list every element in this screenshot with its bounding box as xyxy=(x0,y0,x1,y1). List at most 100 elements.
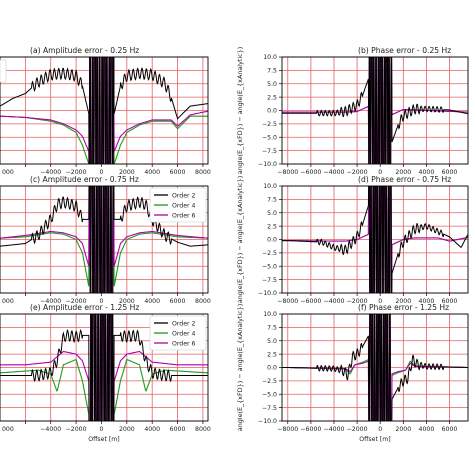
x-tick-label: −4000 xyxy=(324,426,345,433)
x-tick-label: 6000 xyxy=(170,426,186,433)
series-line-order2 xyxy=(0,186,208,293)
x-tick-label: −4000 xyxy=(324,169,345,176)
y-tick-label: 2.5 xyxy=(267,223,277,230)
panel-amp_125: (e) Amplitude error - 1.25 Hz 000 −4000 −20… xyxy=(0,303,211,443)
plot-area xyxy=(0,186,208,293)
x-tick-label: 0 xyxy=(99,426,103,433)
x-tick-label: 0 xyxy=(99,298,103,305)
legend-label-order2: Order 2 xyxy=(172,192,196,199)
y-tick-label: −10.0 xyxy=(258,290,277,297)
y-tick-label: −2.5 xyxy=(262,378,277,385)
panel-title: (f) Phase error - 1.25 Hz xyxy=(358,303,449,312)
series-line-order2 xyxy=(282,57,468,164)
panel-amp_025: (a) Amplitude error - 0.25 Hz 000 −4000 −20… xyxy=(0,46,211,176)
series-line-order6 xyxy=(282,57,468,164)
plot-area xyxy=(282,314,468,421)
y-tick-label: 0.0 xyxy=(267,108,277,115)
y-tick-label: 2.5 xyxy=(267,94,277,101)
series-line-order6 xyxy=(0,314,208,421)
x-tick-label: −8000 xyxy=(277,298,298,305)
legend: Order 2 Order 4 Order 6 xyxy=(149,315,207,351)
y-tick-label: 7.5 xyxy=(267,325,277,332)
x-tick-label: 2000 xyxy=(395,298,411,305)
x-tick-label: 8000 xyxy=(195,426,211,433)
y-tick-label: −5.0 xyxy=(262,134,277,141)
y-tick-label: 10.0 xyxy=(263,54,277,61)
x-tick-label: 6000 xyxy=(442,298,458,305)
y-tick-label: −7.5 xyxy=(262,277,277,284)
y-tick-label: 5.0 xyxy=(267,210,277,217)
series-line-order2 xyxy=(0,314,208,421)
series-line-order4 xyxy=(0,186,208,293)
legend-label-order2: Order 2 xyxy=(172,320,196,327)
legend-label-order6: Order 6 xyxy=(172,212,196,219)
x-tick-label: 2000 xyxy=(119,298,135,305)
x-tick-label: 0 xyxy=(378,298,382,305)
y-tick-label: 2.5 xyxy=(267,351,277,358)
x-tick-label: −6000 xyxy=(300,426,321,433)
panel-amp_075: (c) Amplitude error - 0.75 Hz 000 −4000 −20… xyxy=(0,175,211,305)
y-tick-label: −10.0 xyxy=(258,161,277,168)
x-tick-label: −4000 xyxy=(40,426,61,433)
x-tick-label: 2000 xyxy=(119,169,135,176)
legend-label-order6: Order 6 xyxy=(172,340,196,347)
x-tick-label: 8000 xyxy=(195,298,211,305)
x-axis-label: Offset [m] xyxy=(359,436,390,443)
panel-title: (c) Amplitude error - 0.75 Hz xyxy=(30,175,139,184)
series-line-order6 xyxy=(282,186,468,293)
y-tick-label: 10.0 xyxy=(263,311,277,318)
panel-phase_125: (f) Phase error - 1.25 Hz −8000 −6000 −4000… xyxy=(236,303,469,443)
axes-frame xyxy=(0,56,209,165)
series-line-order6 xyxy=(0,57,208,164)
series-line-order2 xyxy=(282,186,468,293)
x-tick-label: −6000 xyxy=(300,169,321,176)
x-tick-label: −2000 xyxy=(347,298,368,305)
x-tick-label: 4000 xyxy=(144,169,160,176)
y-tick-label: −2.5 xyxy=(262,121,277,128)
series-line-order6 xyxy=(0,186,208,293)
x-tick-label: −2000 xyxy=(347,169,368,176)
x-tick-label: 0 xyxy=(99,169,103,176)
y-tick-label: −5.0 xyxy=(262,391,277,398)
x-tick-label: 2000 xyxy=(395,169,411,176)
x-tick-label: 2000 xyxy=(119,426,135,433)
y-tick-label: 5.0 xyxy=(267,81,277,88)
x-tick-label: 000 xyxy=(2,426,14,433)
y-tick-label: −5.0 xyxy=(262,263,277,270)
x-tick-label: 6000 xyxy=(442,426,458,433)
plot-area xyxy=(0,314,208,421)
plot-area xyxy=(0,57,208,164)
phase-y-label: angle(E_{xFD}) − angle(E_{xAnalytic}) xyxy=(236,304,244,431)
panel-title: (e) Amplitude error - 1.25 Hz xyxy=(30,303,139,312)
x-tick-label: 4000 xyxy=(419,169,435,176)
plot-area xyxy=(282,186,468,293)
phase-y-label: angle(E_{xFD}) − angle(E_{xAnalytic}) xyxy=(236,47,244,174)
panel-title: (a) Amplitude error - 0.25 Hz xyxy=(30,46,139,55)
legend-stub xyxy=(0,59,7,83)
axes-frame xyxy=(0,185,209,294)
y-tick-label: 5.0 xyxy=(267,338,277,345)
x-tick-label: 8000 xyxy=(195,169,211,176)
y-tick-label: 7.5 xyxy=(267,197,277,204)
y-tick-label: −7.5 xyxy=(262,148,277,155)
x-tick-label: −4000 xyxy=(324,298,345,305)
legend-label-order4: Order 4 xyxy=(172,330,196,337)
legend: Order 2 Order 4 Order 6 xyxy=(149,187,207,223)
phase-y-label: angle(E_{xFD}) − angle(E_{xAnalytic}) xyxy=(236,176,244,303)
plot-area xyxy=(282,57,468,164)
x-tick-label: 0 xyxy=(378,169,382,176)
series-line-order2 xyxy=(282,314,468,421)
panel-title: (d) Phase error - 0.75 Hz xyxy=(358,175,451,184)
x-tick-label: 4000 xyxy=(144,426,160,433)
x-axis-label: Offset [m] xyxy=(88,436,119,443)
x-tick-label: −2000 xyxy=(347,426,368,433)
x-tick-label: −8000 xyxy=(277,169,298,176)
axes-frame xyxy=(0,313,209,422)
x-tick-label: −2000 xyxy=(66,426,87,433)
y-tick-label: −2.5 xyxy=(262,250,277,257)
x-tick-label: 6000 xyxy=(170,298,186,305)
y-tick-label: 0.0 xyxy=(267,365,277,372)
legend-box xyxy=(149,187,207,223)
x-tick-label: 6000 xyxy=(170,169,186,176)
